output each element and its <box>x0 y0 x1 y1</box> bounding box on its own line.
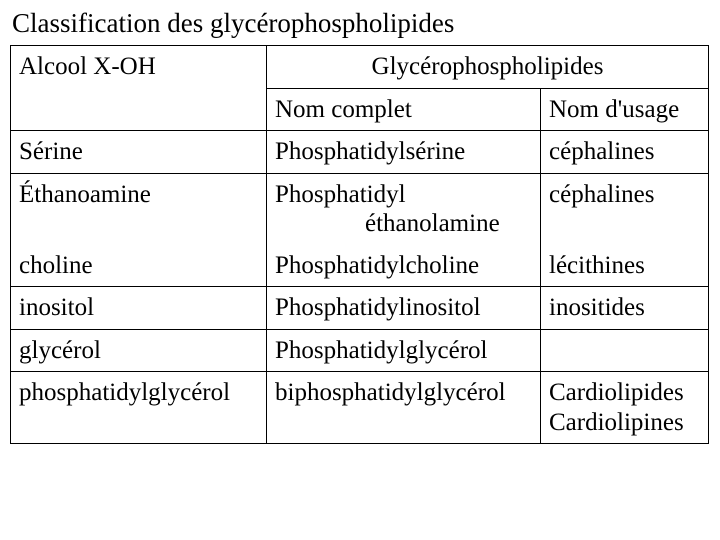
header-glycero: Glycérophospholipides <box>267 46 709 89</box>
table-header-row-1: Alcool X-OH Glycérophospholipides <box>11 46 709 89</box>
table-row: inositol Phosphatidylinositol inositides <box>11 287 709 330</box>
cell-nom-usage: inositides <box>541 287 709 330</box>
page-title: Classification des glycérophospholipides <box>12 8 710 39</box>
table-row: choline Phosphatidylcholine lécithines <box>11 245 709 287</box>
cell-nom-complet: Phosphatidylcholine <box>267 245 541 287</box>
table-row: Sérine Phosphatidylsérine céphalines <box>11 131 709 174</box>
cell-nom-usage: Cardiolipides Cardiolipines <box>541 372 709 444</box>
cell-nom-usage: lécithines <box>541 245 709 287</box>
table-row: glycérol Phosphatidylglycérol <box>11 329 709 372</box>
cell-nom-complet: Phosphatidyl éthanolamine <box>267 173 541 245</box>
cell-alcool: Éthanoamine <box>11 173 267 245</box>
cell-alcool: phosphatidylglycérol <box>11 372 267 444</box>
cell-alcool: Sérine <box>11 131 267 174</box>
cell-nom-usage: céphalines <box>541 131 709 174</box>
cell-alcool: inositol <box>11 287 267 330</box>
table-row: Éthanoamine Phosphatidyl éthanolamine cé… <box>11 173 709 245</box>
header-nom-usage: Nom d'usage <box>541 88 709 131</box>
cell-nom-complet: Phosphatidylglycérol <box>267 329 541 372</box>
cell-nom-usage: céphalines <box>541 173 709 245</box>
cell-line: Phosphatidyl <box>275 180 532 210</box>
cell-nom-usage <box>541 329 709 372</box>
header-alcool: Alcool X-OH <box>11 46 267 131</box>
cell-line: éthanolamine <box>275 209 532 239</box>
cell-alcool: choline <box>11 245 267 287</box>
table-row: phosphatidylglycérol biphosphatidylglycé… <box>11 372 709 444</box>
header-nom-complet: Nom complet <box>267 88 541 131</box>
classification-table: Alcool X-OH Glycérophospholipides Nom co… <box>10 45 709 444</box>
cell-nom-complet: Phosphatidylinositol <box>267 287 541 330</box>
cell-nom-complet: Phosphatidylsérine <box>267 131 541 174</box>
cell-alcool: glycérol <box>11 329 267 372</box>
cell-nom-complet: biphosphatidylglycérol <box>267 372 541 444</box>
